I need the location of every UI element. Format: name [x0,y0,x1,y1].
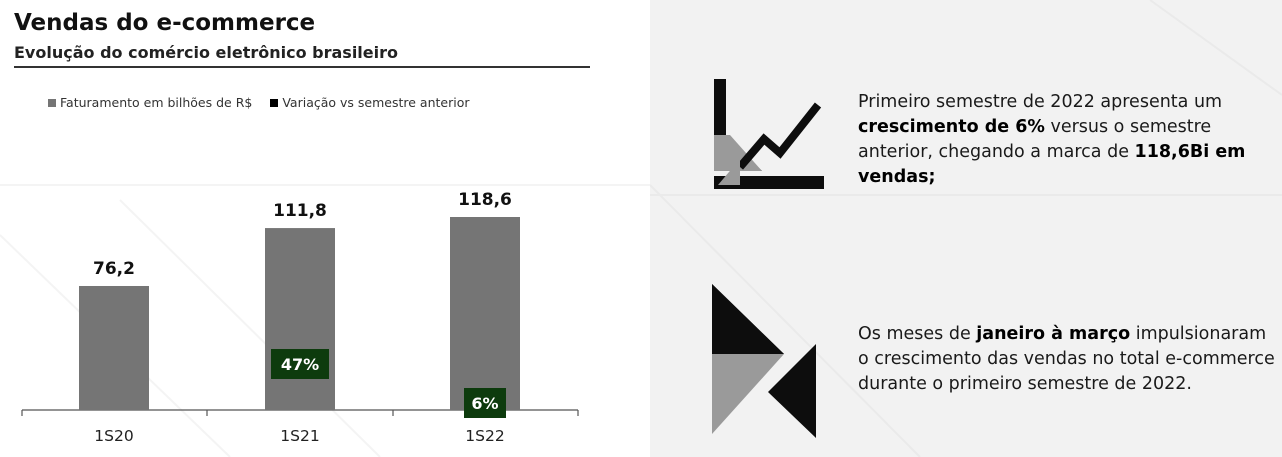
legend-label-revenue: Faturamento em bilhões de R$ [60,95,253,110]
page-title: Vendas do e-commerce [14,10,316,36]
chart-panel: Vendas do e-commerce Evolução do comérci… [0,10,650,457]
bar-chart: 76,2 1S20 111,8 1S21 47% 118,6 1S22 6% [21,190,579,445]
insight-fragment: Os meses de [858,324,977,344]
bar-value-label: 111,8 [273,201,327,221]
insight-fragment: versus o semestre anterior, chegando a m… [858,117,1212,162]
calendar-shapes-icon [712,284,816,438]
insight-highlight: janeiro à março [976,324,1131,344]
x-tick-label: 1S21 [280,427,319,445]
variation-label: 47% [281,355,319,374]
bar-value-label: 76,2 [93,259,135,279]
insights-panel: Primeiro semestre de 2022 apresenta um c… [650,0,1282,457]
insight-fragment: impulsionaram o crescimento das vendas n… [858,324,1275,394]
chart-legend: Faturamento em bilhões de R$ Variação vs… [48,95,469,110]
legend-swatch-variation [270,98,279,107]
variation-badge [271,349,329,379]
title-divider [14,66,590,68]
background-decoration-right [650,0,1282,457]
growth-chart-icon [714,79,824,189]
insight-text-growth: Primeiro semestre de 2022 apresenta um c… [858,90,1278,190]
bar-1s22 [450,217,520,410]
legend-label-variation: Variação vs semestre anterior [282,95,470,110]
insight-text-months: Os meses de janeiro à março impulsionara… [858,322,1278,397]
bar-1s21 [265,228,335,410]
variation-badge [464,388,506,418]
x-tick-label: 1S20 [94,427,133,445]
insight-highlight: 118,6Bi em vendas; [858,142,1246,187]
bar-1s20 [79,285,149,410]
insight-fragment: Primeiro semestre de 2022 apresenta um [858,92,1223,112]
legend-item-revenue: Faturamento em bilhões de R$ [48,95,252,110]
bar-value-label: 118,6 [458,190,512,210]
legend-swatch-revenue [48,98,56,107]
insight-highlight: crescimento de 6% [858,117,1045,137]
variation-label: 6% [471,394,498,413]
legend-item-variation: Variação vs semestre anterior [270,95,469,110]
x-tick-label: 1S22 [465,427,504,445]
page-subtitle: Evolução do comércio eletrônico brasilei… [14,43,398,62]
